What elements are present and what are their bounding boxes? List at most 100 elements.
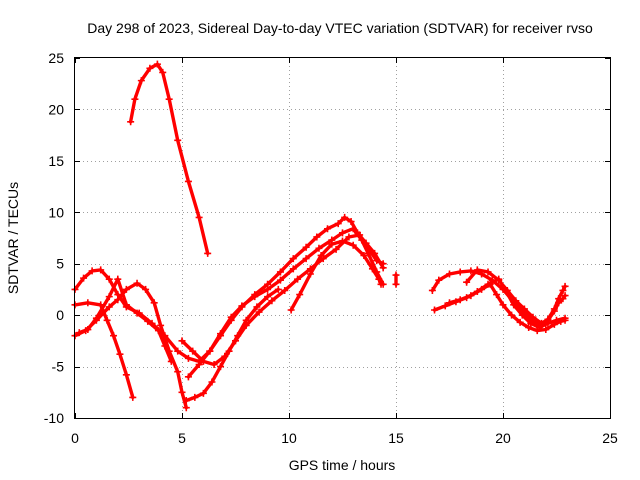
y-tick-label: -10 (44, 410, 64, 426)
data-point-marker (315, 244, 323, 252)
data-point-marker (167, 357, 175, 365)
data-point-marker (456, 268, 464, 276)
x-tick-label: 0 (71, 430, 79, 446)
y-tick-label: 15 (48, 153, 64, 169)
x-tick-label: 25 (602, 430, 618, 446)
data-point-marker (84, 299, 92, 307)
data-point-marker (561, 282, 569, 290)
series-track-10 (392, 271, 400, 288)
data-point-marker (559, 286, 567, 294)
data-point-marker (533, 327, 541, 335)
data-point-marker (428, 286, 436, 294)
data-point-marker (360, 251, 368, 259)
data-point-marker (182, 404, 190, 412)
data-point-marker (349, 225, 357, 233)
x-tick-label: 5 (178, 430, 186, 446)
data-point-marker (306, 270, 314, 278)
data-point-marker (103, 316, 111, 324)
data-point-marker (555, 295, 563, 303)
data-point-marker (392, 280, 400, 288)
data-point-marker (313, 233, 321, 241)
data-point-marker (133, 279, 141, 287)
data-point-marker (165, 95, 173, 103)
y-axis-label: SDTVAR / TECUs (5, 182, 21, 294)
data-point-marker (154, 327, 162, 335)
data-point-marker (328, 240, 336, 248)
data-point-marker (446, 299, 453, 307)
data-point-marker (133, 309, 141, 317)
data-point-marker (161, 342, 169, 350)
data-point-marker (486, 280, 494, 288)
data-point-marker (105, 275, 113, 283)
data-point-marker (144, 317, 152, 325)
data-point-marker (296, 291, 304, 299)
data-point-marker (561, 292, 569, 300)
data-point-marker (289, 255, 297, 263)
data-point-marker (264, 293, 272, 301)
y-tick-label: 20 (48, 101, 64, 117)
data-point-marker (503, 286, 511, 294)
data-point-marker (264, 285, 272, 293)
data-point-marker (561, 316, 569, 324)
data-point-marker (542, 326, 550, 334)
data-point-marker (493, 291, 501, 299)
data-point-marker (368, 265, 376, 273)
data-point-marker (114, 296, 122, 304)
x-tick-label: 10 (281, 430, 297, 446)
data-point-marker (525, 323, 533, 331)
data-point-marker (234, 332, 242, 340)
data-point-marker (339, 229, 346, 237)
y-tick-label: -5 (52, 359, 65, 375)
data-point-marker (268, 297, 276, 305)
data-point-marker (97, 266, 105, 274)
data-point-marker (184, 373, 192, 381)
data-point-marker (379, 260, 387, 268)
data-point-marker (345, 233, 353, 241)
data-point-marker (75, 329, 83, 337)
data-point-marker (204, 249, 212, 257)
data-point-marker (178, 388, 186, 396)
data-point-marker (550, 305, 558, 313)
data-series (71, 60, 569, 412)
data-point-marker (227, 313, 235, 321)
data-point-marker (129, 393, 137, 401)
x-tick-label: 15 (388, 430, 404, 446)
data-point-marker (217, 363, 225, 371)
plot-frame (74, 57, 611, 419)
data-point-marker (105, 293, 113, 301)
x-axis-label: GPS time / hours (289, 457, 396, 473)
data-point-marker (225, 347, 233, 355)
data-point-marker (274, 285, 282, 293)
data-point-marker (191, 393, 199, 401)
data-point-marker (195, 213, 203, 221)
x-tick-label: 20 (495, 430, 511, 446)
data-point-marker (88, 267, 96, 275)
y-tick-labels: -10 -5 0 5 10 15 20 25 (44, 50, 64, 426)
y-tick-label: 0 (56, 307, 64, 323)
data-point-marker (174, 136, 182, 144)
data-point-marker (122, 285, 130, 293)
series-line (186, 227, 385, 379)
series-track-5 (75, 275, 175, 365)
data-point-marker (544, 315, 552, 323)
data-point-marker (364, 249, 372, 257)
data-point-marker (467, 292, 475, 300)
data-point-marker (435, 276, 443, 284)
data-point-marker (358, 236, 366, 244)
y-tick-label: 5 (56, 256, 64, 272)
chart-title: Day 298 of 2023, Sidereal Day-to-day VTE… (87, 20, 593, 36)
data-point-marker (92, 314, 100, 322)
series-track-8 (182, 285, 282, 405)
series-track-1 (127, 60, 212, 257)
data-point-marker (80, 274, 88, 282)
data-point-marker (137, 77, 145, 85)
data-point-marker (184, 354, 192, 362)
data-point-marker (189, 347, 197, 355)
data-point-marker (456, 296, 464, 304)
data-point-marker (122, 301, 130, 309)
data-point-marker (510, 301, 518, 309)
data-point-marker (208, 378, 216, 386)
data-point-marker (557, 317, 565, 325)
data-point-marker (377, 280, 385, 288)
data-point-marker (392, 271, 400, 279)
